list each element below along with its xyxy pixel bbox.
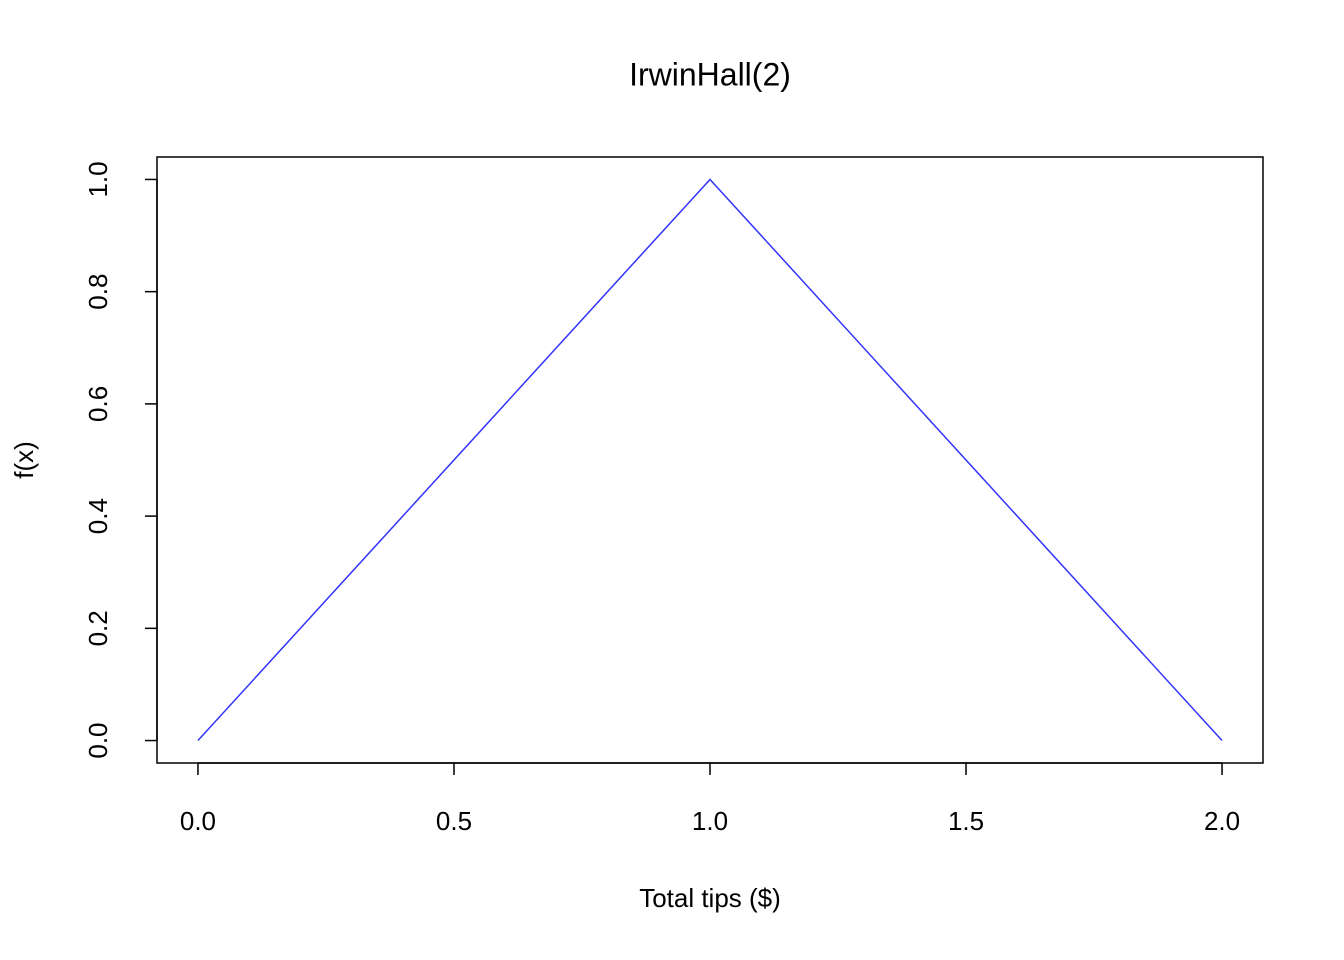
y-tick-label: 1.0 — [83, 161, 113, 197]
x-tick-label: 1.5 — [948, 806, 984, 836]
y-axis-label: f(x) — [9, 441, 39, 479]
x-tick-label: 2.0 — [1204, 806, 1240, 836]
x-tick-label: 0.0 — [180, 806, 216, 836]
y-tick-label: 0.2 — [83, 610, 113, 646]
y-tick-label: 0.6 — [83, 386, 113, 422]
line — [197, 178, 1223, 742]
x-tick-label: 1.0 — [692, 806, 728, 836]
x-axis-label: Total tips ($) — [639, 883, 781, 913]
y-tick-label: 0.0 — [83, 722, 113, 758]
y-tick-label: 0.4 — [83, 498, 113, 534]
chart-title: IrwinHall(2) — [629, 56, 791, 92]
x-tick-label: 0.5 — [436, 806, 472, 836]
y-tick-label: 0.8 — [83, 274, 113, 310]
